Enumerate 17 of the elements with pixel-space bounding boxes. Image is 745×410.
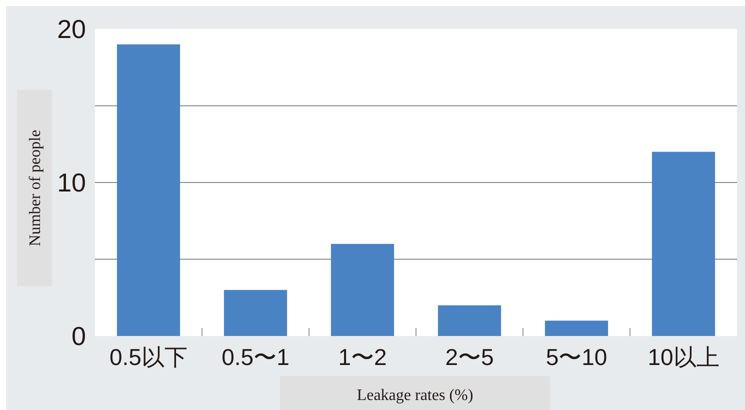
x-axis-title: Leakage rates (%) (356, 387, 474, 404)
bar (116, 44, 180, 336)
y-axis-title: Number of people (27, 130, 44, 246)
bar (330, 244, 394, 336)
x-tick-label: 10以上 (648, 344, 720, 370)
x-tick-label: 0.5〜1 (222, 344, 290, 370)
bar (224, 290, 288, 336)
x-tick-label: 5〜10 (546, 344, 608, 370)
x-tick-label: 1〜2 (338, 344, 387, 370)
y-tick-label: 10 (57, 168, 86, 198)
bar (438, 305, 502, 336)
y-tick-label: 0 (72, 321, 86, 351)
bar (544, 320, 608, 336)
x-tick-label: 2〜5 (445, 344, 494, 370)
x-tick-label: 0.5以下 (110, 344, 188, 370)
bar (652, 152, 716, 336)
y-tick-label: 20 (57, 14, 86, 44)
